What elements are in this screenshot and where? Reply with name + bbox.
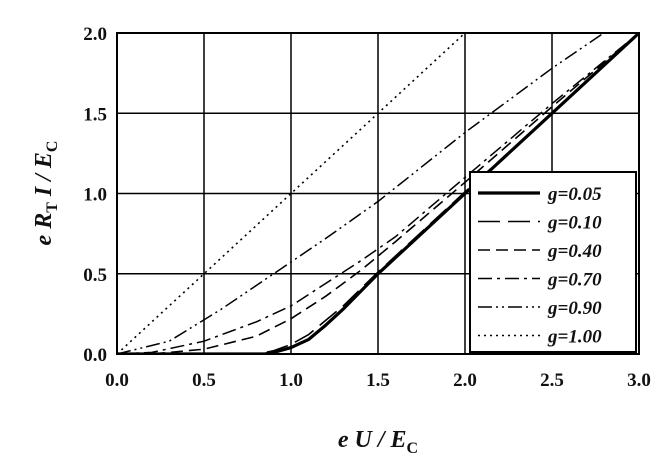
legend-label-6: g=1.00 bbox=[547, 327, 602, 348]
legend-label-3: g=0.40 bbox=[547, 241, 602, 262]
legend-label-1: g=0.05 bbox=[547, 184, 602, 205]
y-axis-label-sub2: C bbox=[44, 141, 61, 153]
series-line-4 bbox=[117, 33, 639, 354]
x-tick-labels: 0.0 0.5 1.0 1.5 2.0 2.5 3.0 bbox=[105, 370, 651, 391]
x-axis-label-sub: C bbox=[407, 440, 419, 457]
y-axis-label: e RT I / EC bbox=[31, 141, 61, 246]
y-tick-label: 1.5 bbox=[83, 104, 107, 125]
y-tick-label: 0.0 bbox=[83, 345, 107, 366]
series-group bbox=[117, 33, 639, 354]
series-line-5 bbox=[117, 33, 606, 354]
y-axis-label-part2: I / E bbox=[31, 152, 57, 202]
series-line-3 bbox=[117, 33, 639, 354]
x-tick-label: 1.0 bbox=[279, 370, 303, 391]
y-tick-labels: 0.0 0.5 1.0 1.5 2.0 bbox=[83, 24, 107, 366]
series-line-1 bbox=[117, 33, 639, 354]
x-tick-label: 2.0 bbox=[453, 370, 477, 391]
x-tick-label: 0.5 bbox=[192, 370, 216, 391]
plot-frame bbox=[116, 32, 640, 355]
x-axis-label-main: e U / E bbox=[338, 427, 407, 453]
y-tick-label: 1.0 bbox=[83, 185, 107, 206]
series-line-2 bbox=[117, 33, 639, 354]
x-tick-label: 2.5 bbox=[540, 370, 564, 391]
legend-label-5: g=0.90 bbox=[547, 298, 602, 319]
x-tick-label: 1.5 bbox=[366, 370, 390, 391]
x-axis-label: e U / EC bbox=[338, 427, 418, 457]
x-tick-label: 0.0 bbox=[105, 370, 129, 391]
y-axis-label-part1: e R bbox=[31, 213, 57, 246]
x-tick-label: 3.0 bbox=[627, 370, 651, 391]
legend-box bbox=[469, 171, 637, 353]
series-line-6 bbox=[117, 33, 467, 354]
legend: g=0.05 g=0.10 g=0.40 g=0.70 g=0.90 g=1.00 bbox=[469, 171, 637, 353]
y-tick-label: 2.0 bbox=[83, 24, 107, 45]
legend-label-4: g=0.70 bbox=[547, 270, 602, 291]
y-tick-label: 0.5 bbox=[83, 265, 107, 286]
y-axis-label-sub1: T bbox=[44, 202, 61, 213]
legend-label-2: g=0.10 bbox=[547, 213, 602, 234]
